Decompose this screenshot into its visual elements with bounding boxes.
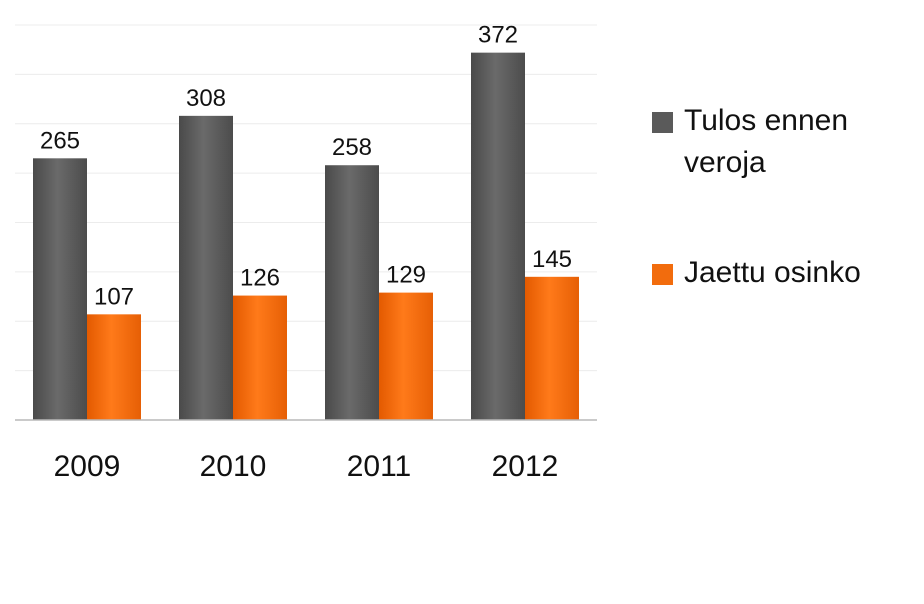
data-label-series-1-2011: 129 — [386, 262, 426, 289]
bar-series-0-2010 — [179, 115, 233, 420]
bar-series-0-2012 — [471, 52, 525, 421]
data-label-series-1-2012: 145 — [532, 246, 572, 273]
x-tick-label-2012: 2012 — [492, 450, 559, 483]
data-label-series-0-2009: 265 — [40, 127, 80, 154]
legend-label-series-1: Jaettu osinko — [684, 256, 861, 289]
data-label-series-1-2010: 126 — [240, 265, 280, 292]
x-tick-label-2009: 2009 — [54, 450, 121, 483]
data-label-series-0-2012: 372 — [478, 22, 518, 49]
legend-item-series-0: Tulos ennen veroja — [652, 100, 912, 184]
data-label-series-0-2011: 258 — [332, 134, 372, 161]
legend-swatch-series-0 — [652, 112, 673, 133]
data-label-series-0-2010: 308 — [186, 85, 226, 112]
bar-series-1-2011 — [379, 292, 433, 420]
x-tick-label-2010: 2010 — [200, 450, 267, 483]
bar-series-0-2011 — [325, 165, 379, 420]
legend: Tulos ennen veroja Jaettu osinko — [652, 100, 912, 294]
x-tick-labels: 2009 2010 2011 2012 — [54, 450, 559, 483]
bar-series-0-2009 — [33, 158, 87, 420]
bar-series-1-2012 — [525, 276, 579, 420]
bars — [33, 52, 579, 421]
data-labels: 265 107 308 126 258 129 372 145 — [40, 22, 572, 311]
legend-swatch-series-1 — [652, 264, 673, 285]
legend-label-series-0: Tulos ennen veroja — [684, 104, 849, 179]
legend-item-series-1: Jaettu osinko — [652, 252, 912, 294]
data-label-series-1-2009: 107 — [94, 283, 134, 310]
bar-series-1-2009 — [87, 314, 141, 420]
bar-series-1-2010 — [233, 295, 287, 420]
x-tick-label-2011: 2011 — [347, 450, 412, 483]
